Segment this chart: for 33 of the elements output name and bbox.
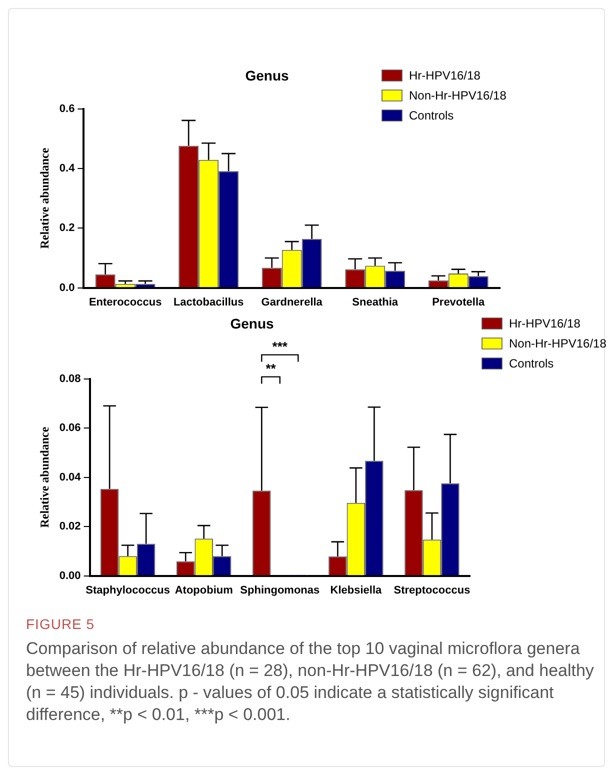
legend-label: Controls (509, 356, 554, 370)
y-axis-title: Relative abundance (37, 147, 52, 249)
x-tick-label: Staphylococcus (86, 584, 170, 596)
caption: FIGURE 5 (26, 616, 95, 632)
y-tick-label: 0.02 (59, 520, 81, 533)
chart-title: Genus (245, 67, 289, 84)
x-tick-label: Prevotella (432, 296, 486, 308)
chart-title: Genus (230, 315, 274, 332)
y-tick-label: 0.2 (59, 222, 75, 234)
legend-label: Non-Hr-HPV16/18 (409, 88, 507, 102)
y-tick-label: 0.08 (59, 372, 81, 385)
y-axis-title: Relative abundance (37, 426, 52, 528)
legend-label: Controls (409, 108, 454, 122)
y-tick-label: 0.0 (59, 282, 75, 294)
legend-label: Hr-HPV16/18 (509, 316, 581, 330)
x-tick-label: Gardnerella (261, 296, 324, 308)
y-tick-label: 0.04 (59, 471, 82, 484)
x-tick-label: Lactobacillus (173, 296, 244, 308)
text: Comparison of relative abundance of the top 10 vaginal microflora genera between the Hr-HPV16/18 (n = 28), non-Hr-HPV16/18 (n = 62), and healthy (n = 45) individuals. p - values of 0.05 indicate a statistically significant difference, **p < 0.01, ***p < 0.001. (26, 638, 595, 726)
legend-label: Non-Hr-HPV16/18 (509, 336, 607, 350)
y-tick-label: 0.06 (59, 422, 81, 434)
x-tick-label: Atopobium (174, 584, 234, 596)
y-tick-label: 0.00 (59, 570, 81, 582)
text: ** (266, 360, 277, 376)
y-tick-label: 0.4 (59, 162, 76, 174)
x-tick-label: Sneathia (352, 296, 399, 308)
text: *** (272, 338, 288, 354)
x-tick-label: Enterococcus (88, 296, 162, 308)
x-tick-label: Klebsiella (330, 584, 383, 596)
y-tick-label: 0.6 (59, 102, 75, 115)
x-tick-label: Streptococcus (394, 584, 470, 596)
x-tick-label: Sphingomonas (240, 584, 320, 596)
legend-label: Hr-HPV16/18 (409, 68, 481, 82)
